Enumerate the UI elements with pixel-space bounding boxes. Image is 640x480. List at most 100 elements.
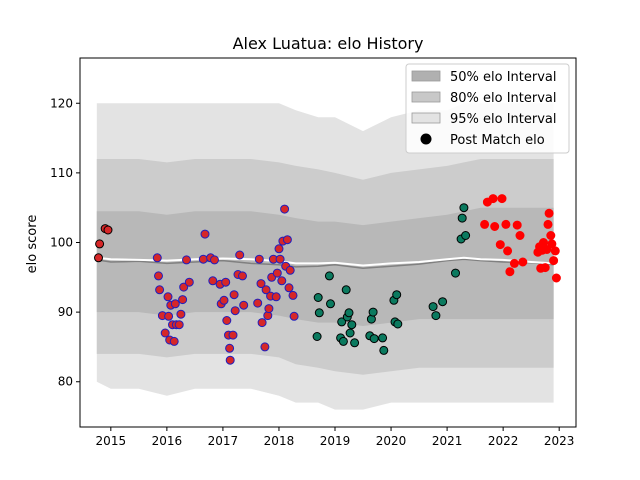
elo-point <box>253 298 263 308</box>
elo-point <box>284 283 294 293</box>
x-tick-label: 2020 <box>376 434 407 448</box>
elo-point <box>505 267 515 277</box>
elo-point <box>480 219 490 229</box>
chart-title: Alex Luatua: elo History <box>233 34 424 53</box>
legend-swatch <box>411 112 441 124</box>
elo-point <box>257 318 267 328</box>
legend-label: Post Match elo <box>450 133 545 148</box>
elo-point <box>260 342 270 352</box>
x-tick-label: 2017 <box>208 434 239 448</box>
elo-point <box>312 332 322 341</box>
elo-point <box>254 254 264 264</box>
elo-point <box>198 254 208 264</box>
elo-point <box>369 334 379 344</box>
elo-point <box>326 299 335 309</box>
elo-point <box>451 268 460 278</box>
elo-point <box>222 316 232 325</box>
elo-point <box>540 263 550 273</box>
elo-point <box>256 279 266 289</box>
elo-point <box>512 220 522 230</box>
elo-point <box>428 302 438 312</box>
elo-point <box>551 273 561 283</box>
elo-point <box>200 229 210 239</box>
elo-point <box>543 219 553 229</box>
elo-point <box>488 194 498 204</box>
elo-point <box>379 345 389 355</box>
plot-content <box>94 103 561 410</box>
elo-point <box>344 308 354 318</box>
legend-label: 50% elo Interval <box>450 70 557 85</box>
x-tick-label: 2023 <box>544 434 575 448</box>
elo-point <box>285 265 295 275</box>
elo-point <box>178 295 188 305</box>
elo-point <box>225 343 235 353</box>
elo-point <box>208 276 218 286</box>
legend-box <box>405 63 570 154</box>
elo-point <box>282 235 292 245</box>
elo-point <box>176 309 186 319</box>
elo-point <box>179 282 189 292</box>
elo-point <box>461 231 471 240</box>
y-tick-label: 110 <box>50 166 73 180</box>
elo-point <box>275 254 285 264</box>
elo-point <box>509 258 519 268</box>
elo-point <box>184 277 194 287</box>
legend-swatch <box>411 91 441 103</box>
elo-point <box>238 271 247 281</box>
elo-point <box>261 285 271 295</box>
legend-marker <box>420 133 432 145</box>
legend-label: 80% elo Interval <box>450 91 557 106</box>
elo-point <box>160 328 170 338</box>
elo-point <box>546 231 556 240</box>
elo-point <box>170 299 180 309</box>
elo-point <box>539 238 548 247</box>
elo-point <box>289 311 299 321</box>
elo-point <box>457 213 467 223</box>
plot-area: 2015 2016 2017 2018 2019 2020 2021 2022 2023 80 90… <box>50 57 577 448</box>
y-tick-label: 100 <box>50 236 73 250</box>
x-tick-label: 2021 <box>432 434 463 448</box>
mean-elo-line <box>96 258 554 270</box>
y-tick-label: 90 <box>58 305 73 319</box>
elo-point <box>154 271 163 281</box>
x-tick-label: 2016 <box>152 434 183 448</box>
x-tick-label: 2022 <box>488 434 519 448</box>
elo-point <box>503 246 513 256</box>
elo-point <box>272 268 282 278</box>
elo-point <box>497 194 507 204</box>
elo-point <box>152 253 162 263</box>
elo-point <box>219 295 229 305</box>
elo-point <box>169 336 179 346</box>
elo-point <box>324 271 334 281</box>
median-elo-line <box>96 256 554 267</box>
elo-point <box>550 246 560 256</box>
x-tick-label: 2015 <box>96 434 127 448</box>
elo-point <box>229 290 239 300</box>
x-tick-label: 2019 <box>320 434 351 448</box>
elo-point <box>438 297 448 307</box>
band-50-interval <box>96 207 554 326</box>
elo-point <box>313 293 323 302</box>
elo-point <box>544 208 554 218</box>
elo-point <box>459 203 469 213</box>
elo-point <box>225 355 235 365</box>
elo-point <box>314 308 324 318</box>
elo-point <box>95 239 105 249</box>
elo-point <box>94 253 103 263</box>
elo-point <box>347 320 357 330</box>
elo-point <box>393 319 403 329</box>
elo-point <box>341 285 351 295</box>
elo-point <box>392 290 402 300</box>
elo-point <box>235 250 245 260</box>
elo-point <box>542 245 552 254</box>
elo-point <box>280 204 290 214</box>
elo-point <box>490 222 500 231</box>
elo-point <box>345 328 355 338</box>
elo-point <box>164 311 174 321</box>
y-tick-label: 80 <box>58 375 73 389</box>
elo-point <box>515 231 525 240</box>
legend: 50% elo Interval 80% elo Interval 95% elo … <box>405 63 570 154</box>
elo-point <box>274 244 284 254</box>
elo-point <box>277 276 287 286</box>
